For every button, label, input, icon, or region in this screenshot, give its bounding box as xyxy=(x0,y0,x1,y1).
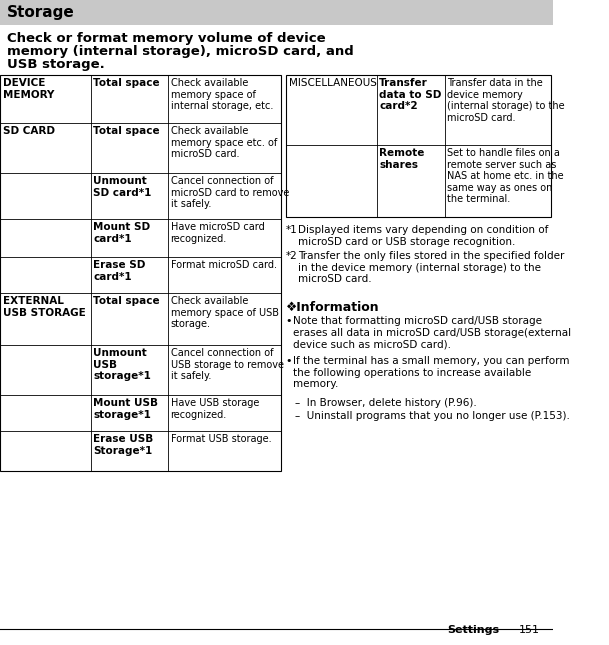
Text: Check or format memory volume of device: Check or format memory volume of device xyxy=(7,32,326,45)
Text: *1: *1 xyxy=(286,225,298,235)
Text: 151: 151 xyxy=(519,625,540,635)
Text: *2: *2 xyxy=(286,251,298,261)
Bar xyxy=(286,75,551,217)
Text: Have USB storage
recognized.: Have USB storage recognized. xyxy=(171,398,259,420)
Text: Mount USB
storage*1: Mount USB storage*1 xyxy=(93,398,158,420)
Bar xyxy=(0,75,281,471)
Text: –  In Browser, delete history (P.96).: – In Browser, delete history (P.96). xyxy=(295,398,477,408)
Text: If the terminal has a small memory, you can perform
the following operations to : If the terminal has a small memory, you … xyxy=(293,356,569,389)
Text: Erase SD
card*1: Erase SD card*1 xyxy=(93,260,146,282)
Text: Note that formatting microSD card/USB storage
erases all data in microSD card/US: Note that formatting microSD card/USB st… xyxy=(293,316,571,349)
Text: Total space: Total space xyxy=(93,296,160,306)
Text: –  Uninstall programs that you no longer use (P.153).: – Uninstall programs that you no longer … xyxy=(295,411,570,421)
Text: •: • xyxy=(286,316,292,326)
Text: Check available
memory space of USB
storage.: Check available memory space of USB stor… xyxy=(171,296,278,329)
Text: Storage: Storage xyxy=(7,6,75,21)
Text: Displayed items vary depending on condition of
microSD card or USB storage recog: Displayed items vary depending on condit… xyxy=(298,225,549,246)
Text: Format microSD card.: Format microSD card. xyxy=(171,260,276,270)
Text: Have microSD card
recognized.: Have microSD card recognized. xyxy=(171,222,264,244)
Text: Total space: Total space xyxy=(93,126,160,136)
Text: USB storage.: USB storage. xyxy=(7,58,105,71)
Text: Transfer data in the
device memory
(internal storage) to the
microSD card.: Transfer data in the device memory (inte… xyxy=(447,78,565,123)
Text: Unmount
USB
storage*1: Unmount USB storage*1 xyxy=(93,348,151,381)
Text: Transfer the only files stored in the specified folder
in the device memory (int: Transfer the only files stored in the sp… xyxy=(298,251,565,284)
Text: Remote
shares: Remote shares xyxy=(379,148,424,170)
Text: Transfer
data to SD
card*2: Transfer data to SD card*2 xyxy=(379,78,442,111)
Text: Settings: Settings xyxy=(447,625,499,635)
Text: EXTERNAL
USB STORAGE: EXTERNAL USB STORAGE xyxy=(2,296,85,317)
Text: ❖Information: ❖Information xyxy=(286,301,379,314)
Text: Cancel connection of
microSD card to remove
it safely.: Cancel connection of microSD card to rem… xyxy=(171,176,289,209)
Text: Total space: Total space xyxy=(93,78,160,88)
Text: MISCELLANEOUS: MISCELLANEOUS xyxy=(289,78,376,88)
Text: DEVICE
MEMORY: DEVICE MEMORY xyxy=(2,78,54,99)
Text: Check available
memory space etc. of
microSD card.: Check available memory space etc. of mic… xyxy=(171,126,277,159)
Text: Mount SD
card*1: Mount SD card*1 xyxy=(93,222,150,244)
Text: memory (internal storage), microSD card, and: memory (internal storage), microSD card,… xyxy=(7,45,354,58)
Text: Erase USB
Storage*1: Erase USB Storage*1 xyxy=(93,434,153,455)
Text: Set to handle files on a
remote server such as
NAS at home etc. in the
same way : Set to handle files on a remote server s… xyxy=(447,148,564,204)
Text: Format USB storage.: Format USB storage. xyxy=(171,434,271,444)
Text: Check available
memory space of
internal storage, etc.: Check available memory space of internal… xyxy=(171,78,273,111)
Text: Cancel connection of
USB storage to remove
it safely.: Cancel connection of USB storage to remo… xyxy=(171,348,284,381)
Text: SD CARD: SD CARD xyxy=(2,126,55,136)
Bar xyxy=(0,0,552,25)
Text: •: • xyxy=(286,356,292,366)
Text: Unmount
SD card*1: Unmount SD card*1 xyxy=(93,176,152,197)
